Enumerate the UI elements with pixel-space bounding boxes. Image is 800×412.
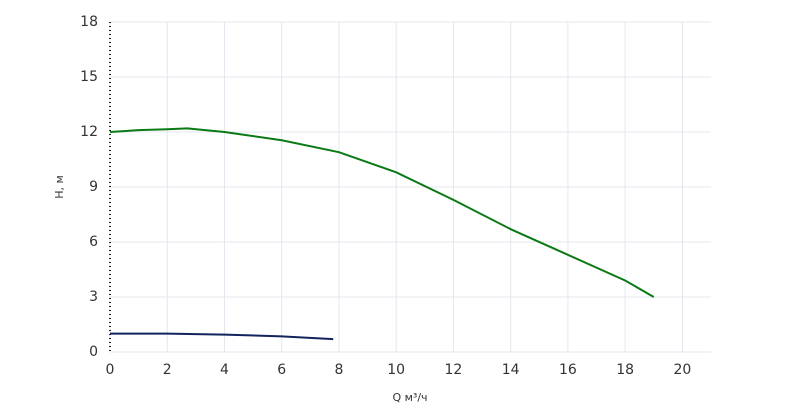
y-tick-label: 3 [89, 289, 98, 305]
x-tick-label: 18 [616, 362, 634, 378]
x-tick-label: 4 [220, 362, 229, 378]
x-tick-label: 12 [445, 362, 463, 378]
line [110, 332, 334, 341]
y-tick-label: 6 [89, 234, 98, 250]
x-tick-label: 2 [163, 362, 172, 378]
x-tick-label: 20 [673, 362, 691, 378]
y-tick-label: 0 [89, 344, 98, 360]
x-tick-label: 16 [559, 362, 577, 378]
y-tick-label: 9 [89, 179, 98, 195]
x-tick-label: 8 [334, 362, 343, 378]
y-axis-title: H, м [53, 175, 66, 199]
y-tick-label: 18 [80, 14, 98, 30]
x-tick-label: 6 [277, 362, 286, 378]
y-tick-label: 15 [80, 69, 98, 85]
x-tick-label: 14 [502, 362, 520, 378]
x-tick-label: 10 [387, 362, 405, 378]
y-tick-label: 12 [80, 124, 98, 140]
x-axis-title: Q м³/ч [392, 391, 427, 404]
line [109, 127, 655, 298]
x-tick-label: 0 [106, 362, 115, 378]
